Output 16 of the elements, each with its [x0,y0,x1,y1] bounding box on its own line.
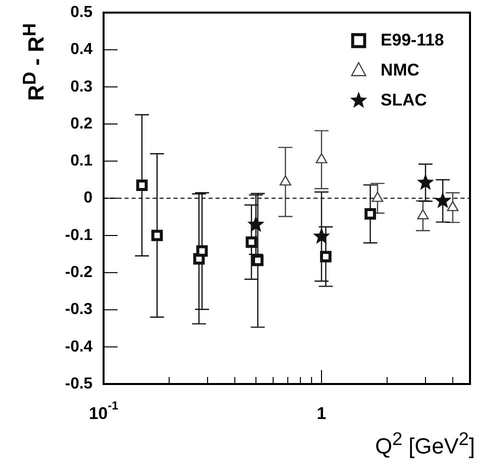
y-tick-label: -0.3 [64,301,93,318]
legend-label: NMC [380,60,420,80]
y-tick-label: 0.3 [70,78,93,96]
legend-label: SLAC [380,90,427,110]
x-axis-title: Q$^{2}$ [GeV$^{2}$] [375,428,475,460]
y-tick-label: -0.5 [64,375,93,392]
legend-label: E99-118 [380,30,444,50]
x-tick-label: 1 [316,404,326,424]
y-tick-label: -0.2 [64,264,93,281]
y-tick-label: 0.1 [70,152,93,170]
y-tick-label: 0 [84,190,93,207]
y-tick-label: 0.2 [70,115,93,132]
y-tick-label: 0.5 [70,4,93,22]
y-tick-label: -0.1 [64,226,93,244]
y-tick-label: -0.4 [64,338,93,356]
y-tick-label: 0.4 [70,41,93,58]
